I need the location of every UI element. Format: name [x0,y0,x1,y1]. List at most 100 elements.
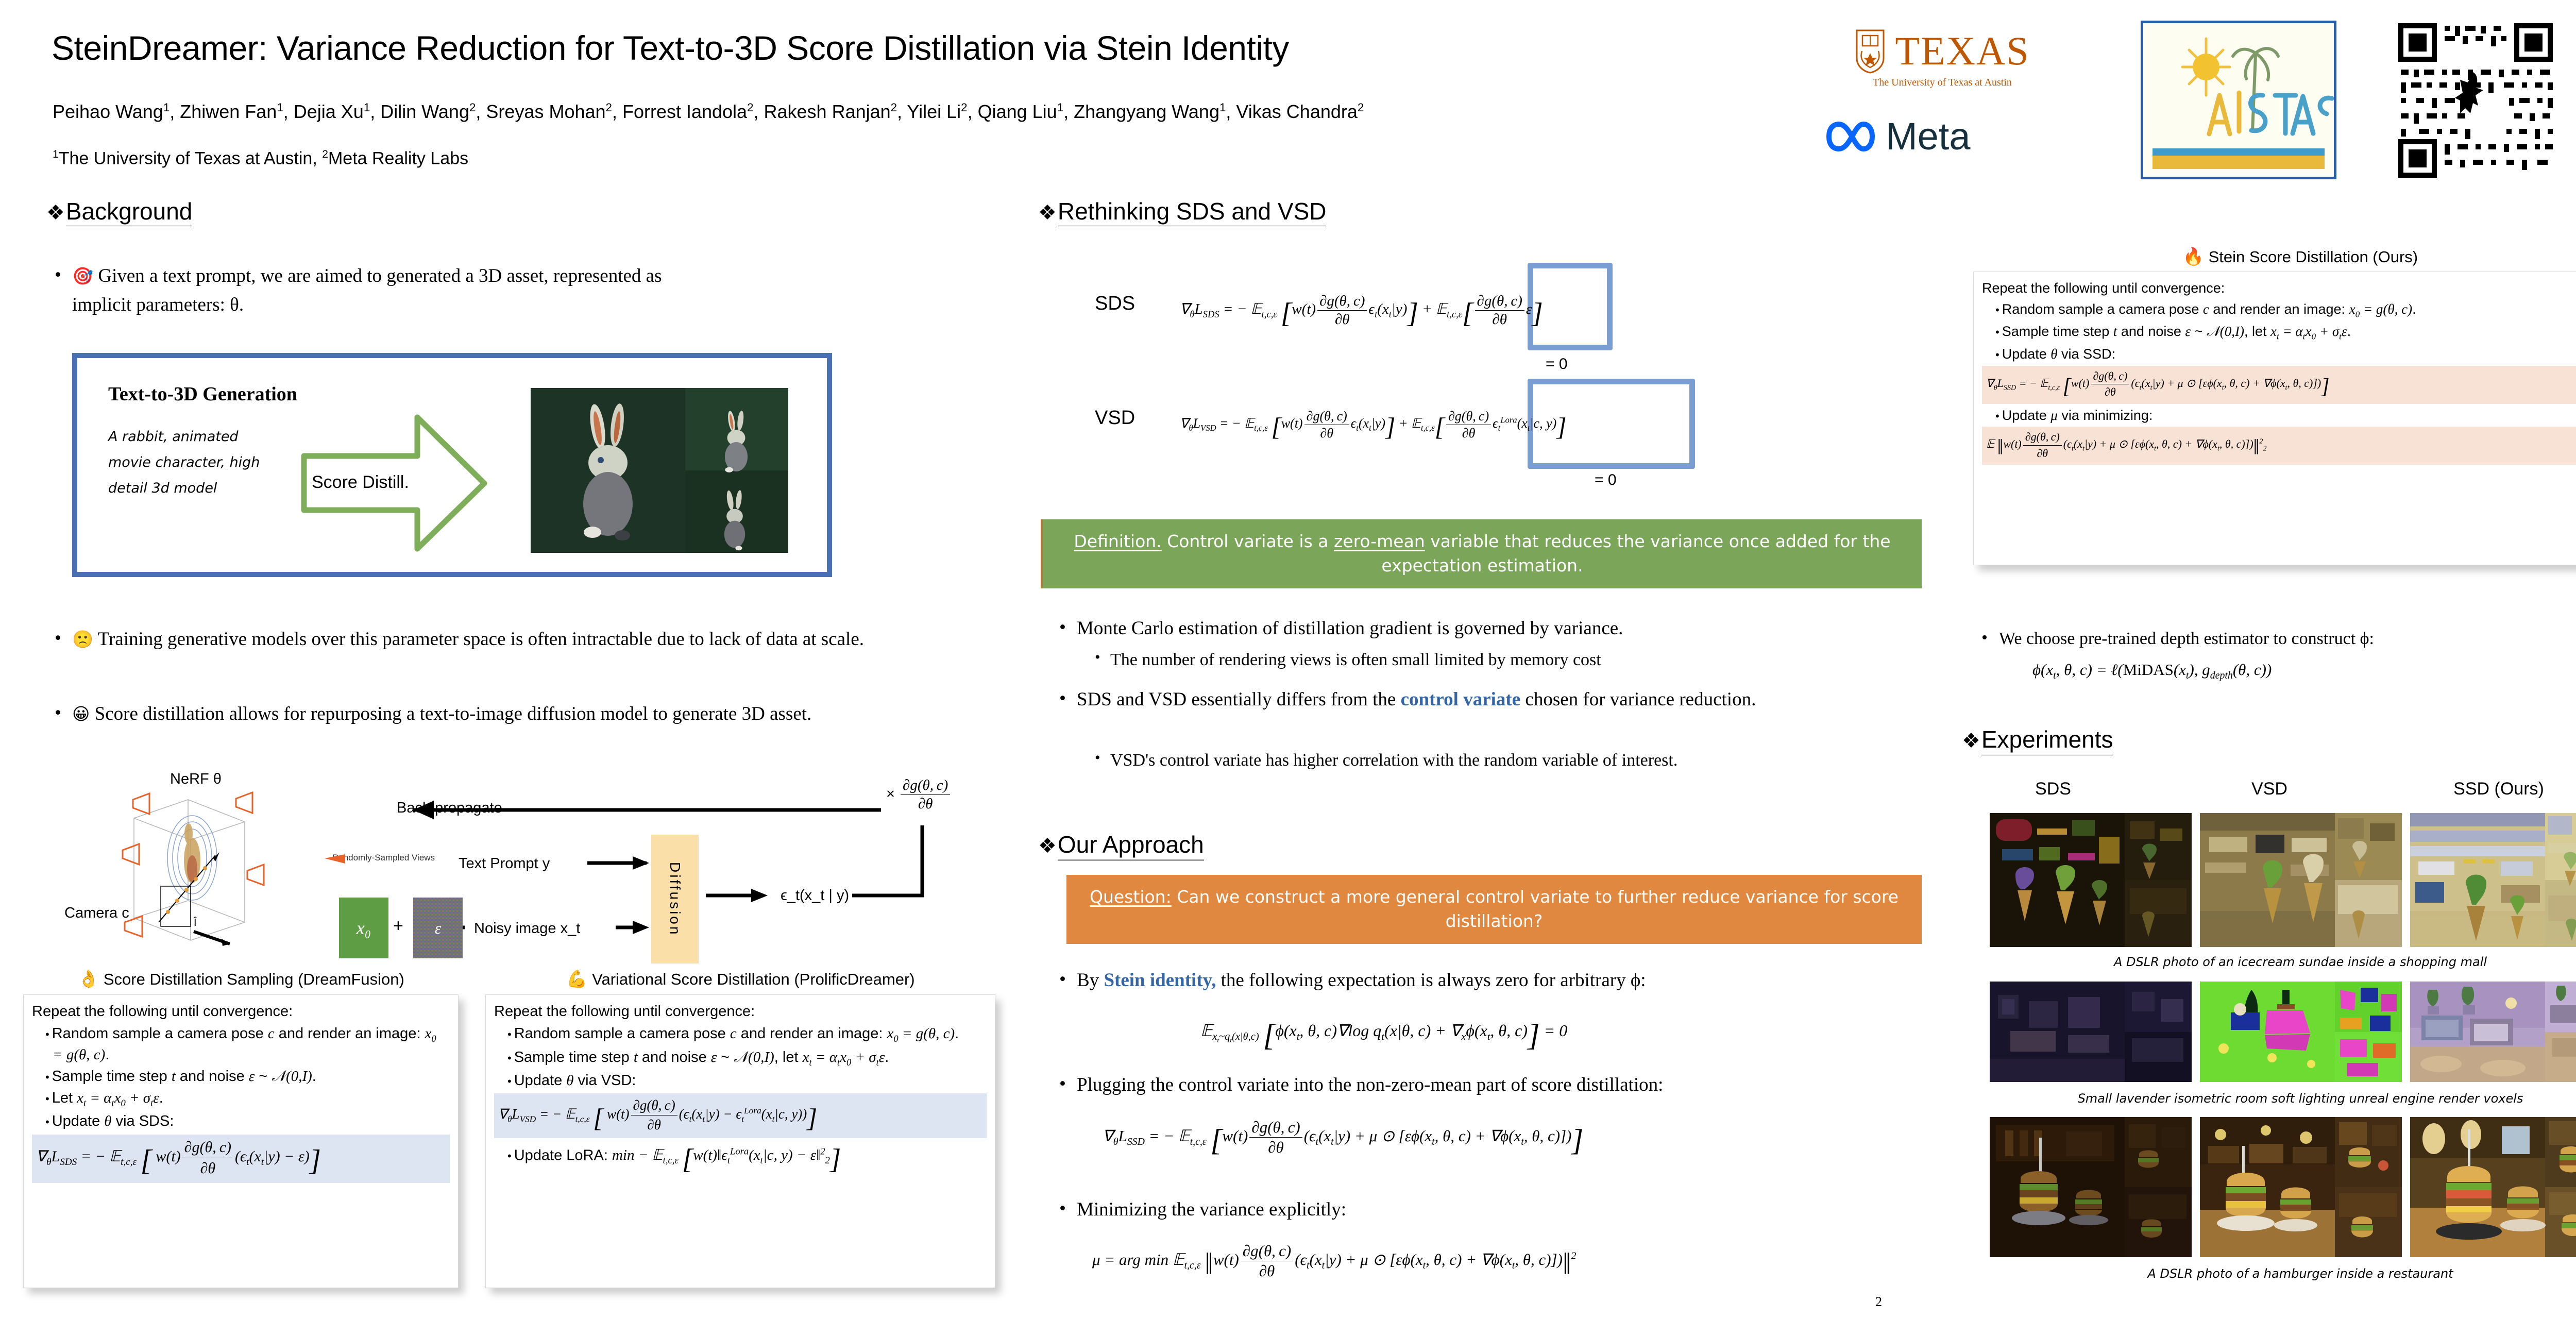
rethinking-vsd-equation: ∇θLVSD = − 𝔼t,c,ε [w(t) ∂g(θ, c) ∂θ ϵt(xt|y… [1180,409,1567,442]
ut-shield-icon [1855,28,1886,74]
ut-texas-logo: TEXAS The University of Texas at Austin [1819,28,2066,89]
bullet-dot-icon: • [1981,628,1988,647]
score-distill-arrow-icon [299,412,495,554]
sds-card-body: Repeat the following until convergence: … [24,995,458,1188]
bullet-dot-icon: • [1095,649,1100,666]
sds-card-lead: Repeat the following until convergence: [32,1003,293,1020]
bullet-dot-icon: • [1059,617,1066,638]
text-to-3d-prompt: A rabbit, animated movie character, high… [108,429,260,496]
text-prompt-label: Text Prompt y [459,855,550,872]
sds-step-3: Let xt = αtx0 + σtε. [45,1089,450,1110]
author-list: Peihao Wang1, Zhiwen Fan1, Dejia Xu1, Di… [53,101,1364,122]
rabbit-render-image [531,388,788,553]
exp-image-row2-ssd [2410,982,2576,1082]
vsd-lora-step: Update LoRA: min − 𝔼t,c,ε [w(t)‖ϵtLora(x… [507,1141,987,1178]
ok-hand-emoji-icon: 👌 [78,969,99,989]
vsd-zero-highlight-box [1528,379,1695,469]
camera-label: Camera c [64,905,129,921]
definition-rest: Control variate is a [1161,531,1334,551]
exp-image-row2-sds [1990,982,2192,1082]
diamond-bullet-icon: ❖ [1038,835,1057,857]
sds-card-steps: Random sample a camera pose c and render… [45,1024,450,1131]
sds-step-4: Update θ via SDS: [45,1112,450,1131]
background-bullet-3-text: Score distillation allows for repurposin… [94,703,812,724]
background-bullet-2: • 🙁 Training generative models over this… [55,625,994,654]
ssd-step-mu: Update μ via minimizing: [1995,407,2576,425]
depth-bullet: • We choose pre-trained depth estimator … [1981,625,2576,652]
exp-caption-row3: A DSLR photo of a hamburger inside a res… [2147,1266,2453,1281]
aistats-logo [2141,21,2336,179]
question-text: Can we construct a more general control … [1171,887,1899,931]
exp-col-header-ssd: SSD (Ours) [2453,779,2544,799]
exp-image-row3-vsd [2200,1117,2402,1257]
epsilon-output-label: ϵ_t(x_t | y) [781,887,850,904]
sds-step-2: Sample time step t and noise ε ~ 𝒩(0,I). [45,1067,450,1086]
vsd-step-3: Update θ via VSD: [507,1071,987,1090]
sds-zero-note: = 0 [1546,356,1568,373]
mu-argmin-equation: μ = arg min 𝔼t,c,ε ‖w(t) ∂g(θ, c) ∂θ (ϵt(xt… [1092,1242,1577,1281]
diamond-bullet-icon: ❖ [1962,730,1980,752]
sds-card-equation: ∇θLSDS = − 𝔼t,c,ε [ w(t) ∂g(θ, c) ∂θ (ϵt(xt… [32,1134,450,1183]
approach-bullet-3: • Minimizing the variance explicitly: [1059,1195,1922,1224]
bullet-dot-icon: • [1059,688,1066,709]
diffusion-label: Diffusion [667,861,683,937]
definition-label: Definition. [1074,531,1162,551]
exp-caption-row1: A DSLR photo of an icecream sundae insid… [2113,955,2487,969]
approach-bullet-1: • By Stein identity, the following expec… [1059,966,1922,995]
sds-card-title: 👌 Score Distillation Sampling (DreamFusi… [78,969,404,989]
control-variate-link[interactable]: control variate [1400,689,1521,710]
bullet-dot-icon: • [1059,1073,1066,1094]
bullet-dot-icon: • [55,702,61,723]
background-bullet-2-text: Training generative models over this par… [97,629,865,650]
rethinking-bullet-4: • VSD's control variate has higher corre… [1095,747,1929,774]
exp-image-row1-sds [1990,813,2192,947]
rethinking-bullet-1: • Monte Carlo estimation of distillation… [1059,614,1922,643]
exp-col-header-sds: SDS [2035,779,2071,799]
definition-callout: Definition. Control variate is a zero-me… [1041,519,1922,588]
backprop-label: Back-propagate [397,800,502,816]
vsd-zero-note: = 0 [1595,471,1617,488]
fire-emoji-icon: 🔥 [2182,246,2204,266]
qr-code-icon[interactable] [2396,21,2555,180]
bullet-dot-icon: • [1095,749,1100,766]
exp-image-row3-sds [1990,1117,2192,1257]
rethinking-sds-equation: ∇θLSDS = − 𝔼t,c,ε [w(t) ∂g(θ, c) ∂θ ϵt(xt|y… [1180,293,1543,329]
diamond-bullet-icon: ❖ [1038,201,1057,224]
bullet-dot-icon: • [55,628,61,649]
vsd-card-title: 💪 Variational Score Distillation (Prolif… [566,969,915,989]
section-heading-our-approach: ❖Our Approach [1038,831,1204,860]
stein-identity-link[interactable]: Stein identity, [1104,970,1216,991]
background-bullet-3: • 😀 Score distillation allows for repurp… [55,700,994,729]
vsd-card-equation: ∇θLVSD = − 𝔼t,c,ε [ w(t) ∂g(θ, c) ∂θ (ϵt(xt… [494,1093,987,1138]
diamond-bullet-icon: ❖ [46,201,65,224]
noisy-image-label: Noisy image x_t [474,920,581,937]
frowning-emoji-icon: 🙁 [72,629,94,649]
bullet-dot-icon: • [1059,1198,1066,1219]
nerf-label: NeRF θ [170,771,222,787]
exp-image-row1-vsd [2200,813,2402,947]
ssd-card-body: Repeat the following until convergence: … [1974,272,2576,470]
nerf-pipeline-figure: NeRF θ Camera c Randomly-Sampled Views B… [64,768,989,963]
stein-identity-equation: 𝔼xt~qt(x|θ,c) [ϕ(xt, θ, c)∇log qt(x|θ, c… [1200,1018,1568,1053]
vsd-lora-step-list: Update LoRA: min − 𝔼t,c,ε [w(t)‖ϵtLora(x… [507,1141,987,1178]
bullet-dot-icon: • [1059,969,1066,990]
background-bullet-1-text: Given a text prompt, we are aimed to gen… [72,265,662,316]
exp-col-header-vsd: VSD [2251,779,2287,799]
meta-infinity-icon [1824,121,1877,152]
noise-block: ε [413,898,463,958]
question-label: Question: [1090,887,1172,907]
score-distill-arrow-label: Score Distill. [312,472,409,492]
x0-render-block: x₀ [339,898,388,958]
affiliation-list: 1The University of Texas at Austin, 2Met… [53,148,469,168]
ut-texas-subtitle: The University of Texas at Austin [1873,77,2012,88]
sds-step-1: Random sample a camera pose c and render… [45,1024,450,1064]
vsd-step-1: Random sample a camera pose c and render… [507,1024,987,1045]
plus-sign: + [393,916,403,936]
approach-bullet-2: • Plugging the control variate into the … [1059,1071,1922,1100]
muscle-emoji-icon: 💪 [566,969,588,989]
sds-card: Repeat the following until convergence: … [23,994,459,1288]
background-bullet-1: • 🎯 Given a text prompt, we are aimed to… [55,262,690,319]
section-heading-background: ❖Background [46,197,193,227]
ssd-step-3: Update θ via SSD: [1995,345,2576,363]
